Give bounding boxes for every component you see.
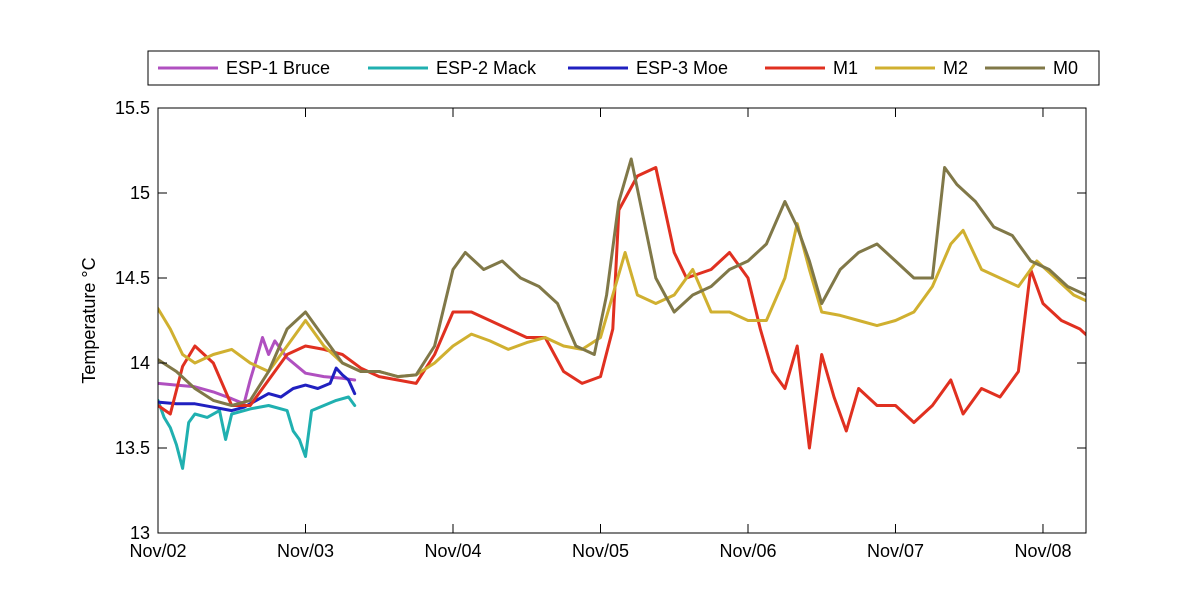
legend-label: M2 xyxy=(943,58,968,78)
x-tick-label: Nov/03 xyxy=(277,541,334,561)
x-tick-label: Nov/04 xyxy=(424,541,481,561)
series-line-m0 xyxy=(158,157,1086,407)
y-tick-label: 14.5 xyxy=(115,268,150,288)
x-tick-label: Nov/08 xyxy=(1014,541,1071,561)
legend-label: ESP-1 Bruce xyxy=(226,58,330,78)
axes: Nov/02 Nov/03 Nov/04 Nov/05 Nov/06 Nov/07 Nov/… xyxy=(115,98,1087,561)
series-line-m1 xyxy=(158,166,1086,450)
plot-frame xyxy=(157,107,1087,534)
legend-label: ESP-2 Mack xyxy=(436,58,537,78)
y-axis-label: Temperature °C xyxy=(79,257,99,383)
series-layer xyxy=(158,157,1086,470)
y-tick-label: 15.5 xyxy=(115,98,150,118)
legend-label: ESP-3 Moe xyxy=(636,58,728,78)
x-tick-label: Nov/02 xyxy=(129,541,186,561)
series-line-esp-1-bruce xyxy=(158,336,357,406)
legend-label: M0 xyxy=(1053,58,1078,78)
legend: ESP-1 Bruce ESP-2 Mack ESP-3 Moe M1 M2 M0 xyxy=(147,50,1100,86)
y-tick-label: 15 xyxy=(130,183,150,203)
y-tick-label: 13.5 xyxy=(115,438,150,458)
y-tick-label: 13 xyxy=(130,523,150,543)
series-line-esp-3-moe xyxy=(158,366,357,413)
legend-label: M1 xyxy=(833,58,858,78)
y-tick-label: 14 xyxy=(130,353,150,373)
x-tick-label: Nov/07 xyxy=(867,541,924,561)
series-line-esp-2-mack xyxy=(158,395,357,470)
x-tick-label: Nov/06 xyxy=(719,541,776,561)
x-tick-label: Nov/05 xyxy=(572,541,629,561)
